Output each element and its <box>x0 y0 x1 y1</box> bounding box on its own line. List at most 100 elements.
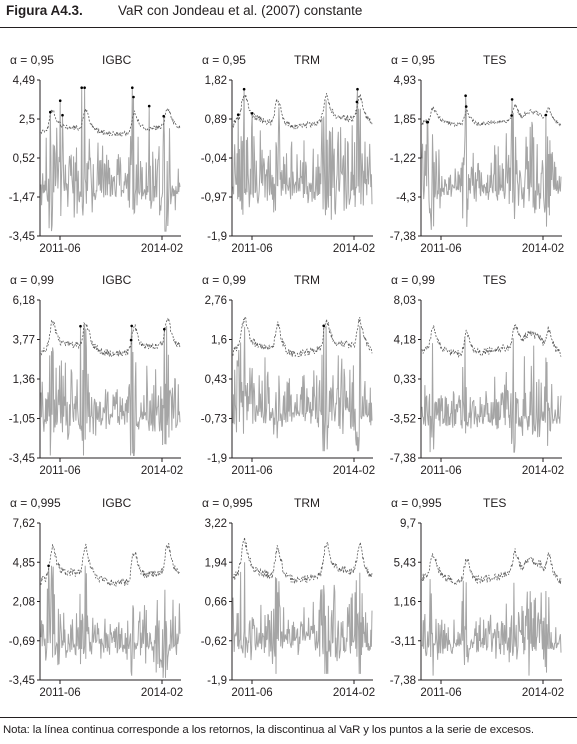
exceedance-point <box>510 114 513 117</box>
x-tick-label: 2011-06 <box>420 465 461 477</box>
returns-line <box>40 325 181 456</box>
exceedance-point <box>83 86 86 89</box>
alpha-label: α = 0,99 <box>391 273 435 287</box>
chart-panel-1-2: α = 0,95 TRM 1,82 0,89 -0,04 -0,97 -1,9 2011-06… <box>201 53 375 255</box>
chart-panel-1-3: α = 0,95 TES 4,93 1,85 -1,22 -4,3 -7,38 2011-06… <box>390 53 564 255</box>
x-tick-label: 2014-02 <box>141 465 183 477</box>
y-tick-label: 1,85 <box>394 114 416 126</box>
x-tick-label: 2011-06 <box>231 465 272 477</box>
y-tick-label: 4,18 <box>394 335 416 347</box>
y-tick-label: -1,9 <box>207 453 227 465</box>
y-tick-label: -1,9 <box>207 231 227 243</box>
alpha-label: α = 0,95 <box>10 53 54 67</box>
exceedance-point <box>242 87 246 91</box>
series-label: TES <box>483 53 506 67</box>
x-tick-label: 2014-02 <box>333 465 375 477</box>
series-label: IGBC <box>102 53 132 67</box>
y-tick-label: 4,93 <box>394 75 416 87</box>
y-tick-label: -7,38 <box>390 453 416 465</box>
exceedance-point <box>79 324 82 328</box>
x-tick-label: 2011-06 <box>39 243 80 255</box>
alpha-label: α = 0,95 <box>391 53 435 67</box>
y-tick-label: -1,22 <box>390 153 416 165</box>
y-tick-label: 2,5 <box>19 114 35 126</box>
y-tick-label: 0,33 <box>394 374 416 386</box>
var-line <box>40 542 181 587</box>
exceedance-point <box>49 110 52 114</box>
y-tick-label: 6,18 <box>13 295 35 307</box>
top-rule <box>0 27 577 28</box>
y-tick-label: 3,77 <box>13 335 35 347</box>
y-tick-label: -7,38 <box>390 231 416 243</box>
alpha-label: α = 0,995 <box>10 496 61 510</box>
returns-line <box>232 89 373 220</box>
var-line <box>232 537 373 584</box>
bottom-rule <box>0 717 577 718</box>
var-line <box>232 316 373 358</box>
x-tick-label: 2011-06 <box>231 243 272 255</box>
returns-line <box>421 338 562 453</box>
y-tick-label: 1,36 <box>13 374 35 386</box>
series-label: IGBC <box>102 273 132 287</box>
exceedance-point <box>426 120 430 124</box>
y-tick-label: 0,52 <box>13 153 35 165</box>
y-tick-label: -1,9 <box>207 675 227 687</box>
exceedance-point <box>130 324 133 328</box>
y-tick-label: -3,11 <box>391 636 416 648</box>
exceedance-point <box>356 87 359 91</box>
y-tick-label: 4,85 <box>13 557 35 569</box>
series-label: TRM <box>294 53 320 67</box>
y-tick-label: 7,62 <box>13 518 35 530</box>
y-tick-label: 0,43 <box>205 374 227 386</box>
chart-panel-1-1: α = 0,95 IGBC 4,49 2,5 0,52 -1,47 -3,45 2011-06… <box>9 53 183 255</box>
y-tick-label: -0,62 <box>201 636 227 648</box>
exceedance-point <box>163 327 166 331</box>
exceedance-point <box>131 86 134 89</box>
chart-panel-2-1: α = 0,99 IGBC 6,18 3,77 1,36 -1,05 -3,45 2011-0… <box>9 273 183 477</box>
var-line <box>40 107 181 137</box>
y-tick-label: 2,76 <box>205 295 227 307</box>
x-tick-label: 2014-02 <box>522 243 564 255</box>
returns-line <box>232 325 373 452</box>
alpha-label: α = 0,995 <box>391 496 442 510</box>
x-tick-label: 2011-06 <box>39 687 80 699</box>
figure-title: VaR con Jondeau et al. (2007) constante <box>118 3 363 18</box>
alpha-label: α = 0,99 <box>202 273 246 287</box>
exceedance-point <box>355 100 359 104</box>
var-line <box>421 548 562 585</box>
exceedance-point <box>58 99 62 102</box>
exceedance-point <box>464 105 468 108</box>
chart-panel-3-2: α = 0,995 TRM 3,22 1,94 0,66 -0,62 -1,9 2011-06… <box>201 496 375 699</box>
returns-line <box>421 95 562 230</box>
y-tick-label: 4,49 <box>13 75 35 87</box>
exceedance-point <box>322 324 326 328</box>
series-label: IGBC <box>102 496 132 510</box>
x-tick-label: 2011-06 <box>39 465 80 477</box>
exceedance-point <box>162 114 165 118</box>
y-tick-label: -0,69 <box>9 636 35 648</box>
alpha-label: α = 0,995 <box>202 496 253 510</box>
x-tick-label: 2014-02 <box>141 687 183 699</box>
var-line <box>40 317 181 358</box>
y-tick-label: 1,16 <box>394 597 416 609</box>
y-tick-label: -1,05 <box>9 414 35 426</box>
x-tick-label: 2014-02 <box>141 243 183 255</box>
var-line <box>421 103 562 128</box>
x-tick-label: 2014-02 <box>522 687 564 699</box>
returns-line <box>232 562 373 674</box>
y-tick-label: 0,89 <box>205 114 227 126</box>
alpha-label: α = 0,99 <box>10 273 54 287</box>
x-tick-label: 2014-02 <box>333 243 375 255</box>
exceedance-point <box>61 113 64 117</box>
x-tick-label: 2014-02 <box>522 465 564 477</box>
series-label: TRM <box>294 496 320 510</box>
chart-panel-3-1: α = 0,995 IGBC 7,62 4,85 2,08 -0,69 -3,45 2011-… <box>9 496 183 699</box>
y-tick-label: 3,22 <box>205 518 227 530</box>
figure-note: Nota: la línea continua corresponde a lo… <box>3 724 534 736</box>
y-tick-label: 8,03 <box>394 295 416 307</box>
exceedance-point <box>510 98 514 101</box>
y-tick-label: -3,52 <box>390 414 416 426</box>
y-tick-label: -7,38 <box>390 675 416 687</box>
returns-line <box>421 579 562 676</box>
